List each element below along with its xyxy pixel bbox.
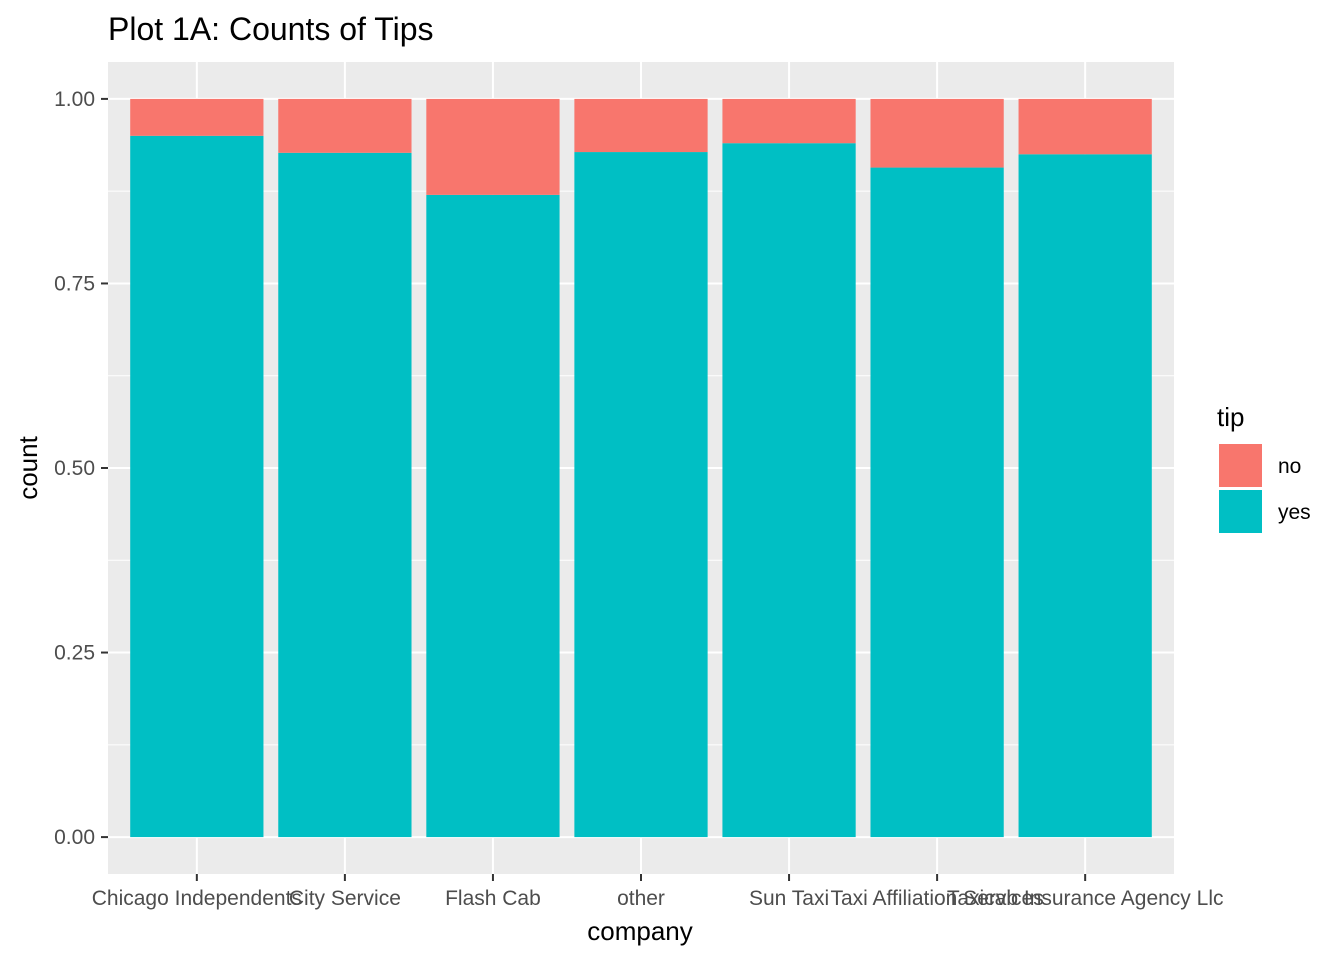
bars xyxy=(130,98,1152,838)
bar-no xyxy=(870,98,1004,168)
bar-yes xyxy=(278,152,412,838)
bar-yes xyxy=(574,152,708,838)
x-tick-label: City Service xyxy=(289,887,401,910)
legend-entries: no yes xyxy=(1217,442,1311,535)
bar-no xyxy=(1018,98,1152,155)
x-tick-label: Sun Taxi xyxy=(749,887,829,910)
y-tick-label: 0.00 xyxy=(54,826,95,849)
legend: tip no yes xyxy=(1217,402,1311,535)
y-axis: 0.00 0.25 0.50 0.75 1.00 xyxy=(54,88,108,849)
x-tick-label: Taxicab Insurance Agency Llc xyxy=(947,887,1224,910)
bar-yes xyxy=(722,143,856,838)
bar-yes xyxy=(426,194,560,838)
bar-yes xyxy=(130,135,264,838)
bar-no xyxy=(278,98,412,153)
y-tick-label: 1.00 xyxy=(54,88,95,111)
y-axis-title: count xyxy=(13,435,43,499)
y-tick-label: 0.50 xyxy=(54,457,95,480)
bar-no xyxy=(722,98,856,144)
x-axis-title: company xyxy=(587,916,693,946)
x-tick-label: Chicago Independents xyxy=(92,887,302,910)
x-tick-label: Flash Cab xyxy=(445,887,541,910)
legend-label-no: no xyxy=(1278,455,1301,478)
bar-no xyxy=(426,98,560,195)
legend-title: tip xyxy=(1217,402,1244,432)
bar-no xyxy=(130,98,264,136)
bar-yes xyxy=(1018,154,1152,838)
legend-label-yes: yes xyxy=(1278,501,1311,524)
chart-title: Plot 1A: Counts of Tips xyxy=(108,11,434,47)
bar-yes xyxy=(870,167,1004,838)
x-tick-label: other xyxy=(617,887,665,910)
y-tick-label: 0.25 xyxy=(54,642,95,665)
y-tick-label: 0.75 xyxy=(54,272,95,295)
x-tick-label: Taxi Affiliation Services xyxy=(831,887,1044,910)
legend-key-no xyxy=(1217,442,1264,489)
legend-key-yes xyxy=(1217,488,1264,535)
bar-no xyxy=(574,98,708,153)
